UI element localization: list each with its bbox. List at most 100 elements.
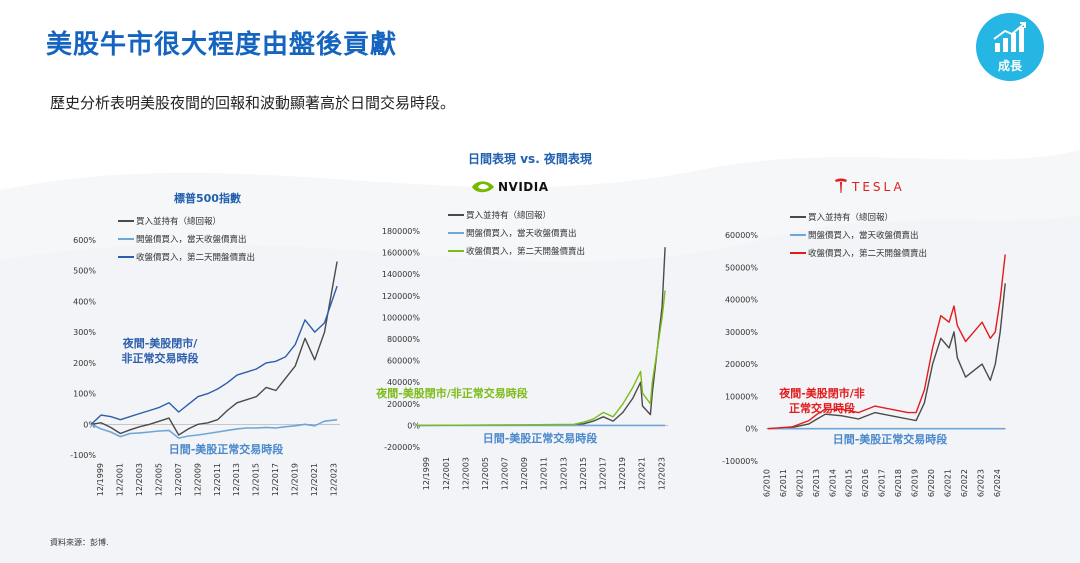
y-tick-label: 120000% xyxy=(382,292,421,301)
comparison-title: 日間表現 vs. 夜間表現 xyxy=(468,152,592,166)
growth-chart-icon xyxy=(993,22,1026,52)
y-tick-label: 40000% xyxy=(725,296,758,305)
legend-label: 收盤價買入，第二天開盤價賣出 xyxy=(808,248,927,259)
x-tick-label: 6/2012 xyxy=(795,469,804,497)
x-tick-label: 6/2015 xyxy=(845,469,854,497)
y-tick-label: 80000% xyxy=(387,335,420,344)
x-tick-label: 12/2001 xyxy=(116,463,125,496)
sp500-chart: 600% 500% 400% 300% 200% 100% 0% -100%12/1999 12… xyxy=(70,216,340,496)
x-tick-label: 6/2023 xyxy=(977,469,986,497)
x-tick-label: 12/2007 xyxy=(501,457,510,490)
sp500-title: 標普500指數 xyxy=(174,192,241,205)
series-line-1 xyxy=(91,261,338,436)
x-tick-label: 12/1999 xyxy=(422,457,431,490)
y-tick-label: -10000% xyxy=(722,457,758,466)
series-line-3 xyxy=(417,290,666,427)
night-annotation: 夜間-美股閉市/非正常交易時段 xyxy=(375,386,528,400)
y-tick-label: 60000% xyxy=(725,231,758,240)
tesla-title: TESLA xyxy=(852,180,905,194)
growth-badge: 成長 xyxy=(976,13,1044,81)
nvidia-title: NVIDIA xyxy=(498,180,549,194)
x-tick-label: 12/2019 xyxy=(290,463,299,496)
x-tick-label: 12/2019 xyxy=(618,457,627,490)
legend-label: 開盤價買入，當天收盤價賣出 xyxy=(808,230,919,241)
x-tick-label: 12/2003 xyxy=(461,457,470,490)
y-tick-label: 200% xyxy=(73,359,96,368)
x-tick-label: 6/2020 xyxy=(927,469,936,497)
x-tick-label: 6/2022 xyxy=(960,469,969,497)
x-tick-label: 6/2013 xyxy=(812,469,821,497)
x-tick-label: 12/1999 xyxy=(96,463,105,496)
legend-label: 收盤價買入，第二天開盤價賣出 xyxy=(136,252,255,263)
tesla-chart: 60000% 50000% 40000% 30000% 20000% 10000% 0% -1… xyxy=(722,212,1006,497)
legend-label: 收盤價買入，第二天開盤價賣出 xyxy=(466,246,585,257)
x-tick-label: 12/2005 xyxy=(481,457,490,490)
day-annotation: 日間-美股正常交易時段 xyxy=(169,442,284,456)
y-tick-label: 160000% xyxy=(382,249,421,258)
x-tick-label: 12/2011 xyxy=(540,457,549,490)
night-annotation: 夜間-美股閉市/ xyxy=(122,336,199,350)
day-annotation: 日間-美股正常交易時段 xyxy=(833,432,948,446)
legend-label: 買入並持有（總回報） xyxy=(808,212,893,223)
x-tick-label: 6/2011 xyxy=(779,469,788,497)
series-line-1 xyxy=(767,283,1006,430)
tesla-logo-icon xyxy=(835,178,847,193)
x-tick-label: 6/2010 xyxy=(762,469,771,497)
x-tick-label: 6/2016 xyxy=(861,469,870,497)
x-tick-label: 12/2003 xyxy=(135,463,144,496)
y-tick-label: 20000% xyxy=(725,360,758,369)
legend-label: 買入並持有（總回報） xyxy=(466,210,551,221)
x-tick-label: 12/2021 xyxy=(310,463,319,496)
night-annotation: 正常交易時段 xyxy=(789,401,855,415)
x-tick-label: 12/2017 xyxy=(271,463,280,496)
x-tick-label: 12/2013 xyxy=(232,463,241,496)
y-tick-label: 600% xyxy=(73,236,96,245)
x-tick-label: 12/2015 xyxy=(252,463,261,496)
y-tick-label: 60000% xyxy=(387,357,420,366)
day-annotation: 日間-美股正常交易時段 xyxy=(483,431,598,445)
x-tick-label: 12/2007 xyxy=(174,463,183,496)
y-tick-label: 100% xyxy=(73,390,96,399)
x-tick-label: 12/2013 xyxy=(559,457,568,490)
x-tick-label: 6/2021 xyxy=(944,469,953,497)
legend-label: 開盤價買入，當天收盤價賣出 xyxy=(466,228,577,239)
series-line-3 xyxy=(90,285,338,425)
legend-label: 買入並持有（總回報） xyxy=(136,216,221,227)
page-subtitle: 歷史分析表明美股夜間的回報和波動顯著高於日間交易時段。 xyxy=(50,94,456,112)
legend-label: 開盤價買入，當天收盤價賣出 xyxy=(136,234,247,245)
x-tick-label: 12/2011 xyxy=(213,463,222,496)
nvidia-logo xyxy=(472,181,494,193)
x-tick-label: 6/2018 xyxy=(894,469,903,497)
y-tick-label: 300% xyxy=(73,328,96,337)
y-tick-label: 500% xyxy=(73,267,96,276)
x-tick-label: 12/2001 xyxy=(442,457,451,490)
night-annotation: 夜間-美股閉市/非 xyxy=(778,386,865,400)
y-tick-label: 0% xyxy=(407,421,420,430)
badge-label: 成長 xyxy=(997,59,1022,73)
x-tick-label: 12/2009 xyxy=(193,463,202,496)
y-tick-label: 20000% xyxy=(387,400,420,409)
y-tick-label: 0% xyxy=(83,420,96,429)
x-tick-label: 12/2009 xyxy=(520,457,529,490)
x-tick-label: 12/2023 xyxy=(657,457,666,490)
y-tick-label: 0% xyxy=(745,425,758,434)
y-tick-label: 30000% xyxy=(725,328,758,337)
y-tick-label: -20000% xyxy=(384,443,420,452)
x-tick-label: 6/2024 xyxy=(993,469,1002,497)
y-tick-label: 50000% xyxy=(725,263,758,272)
x-tick-label: 12/2005 xyxy=(154,463,163,496)
y-tick-label: 100000% xyxy=(382,313,421,322)
night-annotation: 非正常交易時段 xyxy=(122,351,199,365)
series-line-3 xyxy=(767,254,1006,430)
y-tick-label: 140000% xyxy=(382,270,421,279)
page-title: 美股牛市很大程度由盤後貢獻 xyxy=(46,30,398,60)
x-tick-label: 6/2014 xyxy=(828,469,837,497)
nvidia-eye-icon xyxy=(472,181,494,193)
x-tick-label: 12/2017 xyxy=(599,457,608,490)
y-tick-label: 400% xyxy=(73,297,96,306)
source-note: 資料來源：彭博. xyxy=(50,538,109,547)
x-tick-label: 12/2021 xyxy=(638,457,647,490)
x-tick-label: 12/2015 xyxy=(579,457,588,490)
y-tick-label: 180000% xyxy=(382,227,421,236)
